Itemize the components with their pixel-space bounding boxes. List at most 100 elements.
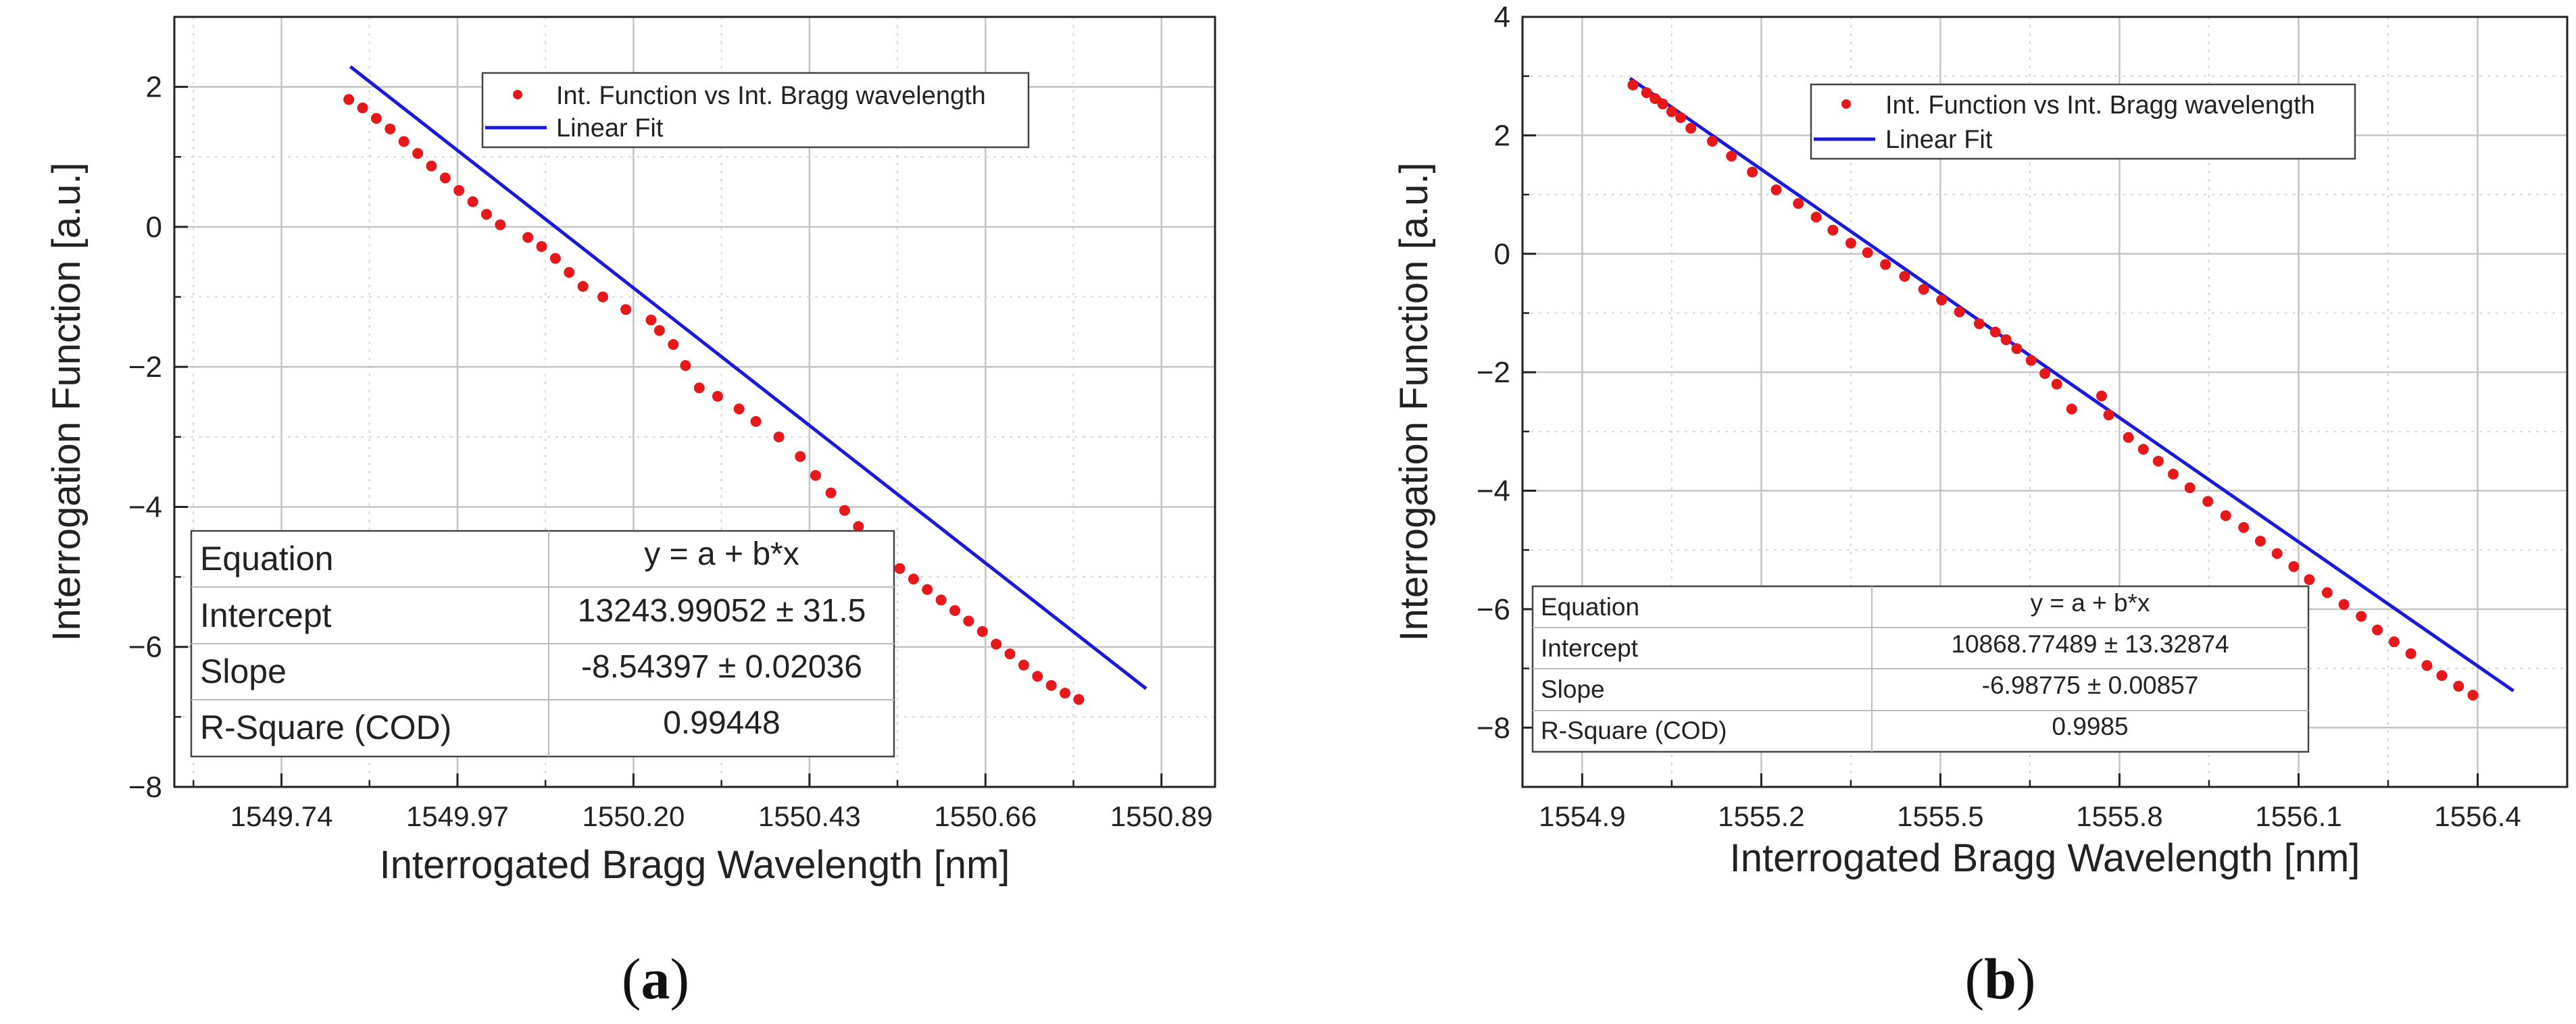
data-point [908, 573, 919, 585]
x-tick-label: 1549.97 [406, 800, 509, 832]
data-point [2167, 468, 2179, 480]
fit-table-label: R-Square (COD) [1541, 717, 1727, 744]
data-point [894, 563, 906, 574]
data-point [2103, 409, 2114, 421]
data-point [577, 281, 589, 292]
data-point [2338, 598, 2350, 610]
data-point [2254, 536, 2266, 547]
data-point [2453, 680, 2464, 692]
x-tick-label: 1555.2 [1718, 800, 1804, 832]
data-points [343, 94, 1085, 705]
y-tick-label: −6 [128, 631, 162, 664]
y-tick-label: 2 [1494, 119, 1510, 152]
data-point [2000, 334, 2012, 345]
fit-table-label: Slope [1541, 675, 1605, 703]
data-point [976, 625, 988, 637]
fit-table-value: 10868.77489 ± 13.32874 [1951, 630, 2229, 658]
data-point [2096, 390, 2107, 402]
data-point [991, 638, 1002, 650]
data-point [2356, 611, 2367, 622]
x-tick-label: 1549.74 [230, 800, 333, 832]
data-point [949, 605, 960, 616]
data-point [1827, 224, 1839, 236]
legend-label-points: Int. Function vs Int. Bragg wavelength [556, 82, 986, 110]
legend: Int. Function vs Int. Bragg wavelength L… [481, 72, 1030, 149]
plot-frame [1521, 16, 2569, 788]
linear-fit [1629, 76, 2515, 692]
data-point [750, 416, 762, 428]
data-point [357, 102, 368, 113]
data-point [620, 304, 632, 315]
fit-table-value: 0.99448 [663, 705, 781, 741]
data-point [1675, 112, 1687, 124]
data-point [495, 219, 506, 230]
data-point [2288, 561, 2300, 572]
fit-table-value: y = a + b*x [644, 536, 799, 572]
data-point [1004, 648, 1016, 660]
x-tick-label: 1550.89 [1110, 800, 1213, 832]
data-point [2238, 521, 2250, 533]
plot-frame [173, 16, 1216, 788]
data-point [2039, 367, 2050, 379]
chart-panel-a: 1549.74 1549.97 1550.20 1550.43 1550.66 1550.… [45, 16, 1216, 1011]
data-point [2184, 482, 2196, 494]
data-point [935, 594, 947, 606]
fit-table-label: Equation [1541, 593, 1639, 621]
data-point [653, 325, 665, 336]
data-point [2271, 548, 2283, 559]
data-point [2220, 510, 2231, 521]
data-point [2011, 343, 2023, 355]
data-point [1032, 671, 1043, 682]
x-tick-label: 1555.8 [2076, 800, 2162, 832]
data-point [1845, 237, 1856, 249]
y-tick-label: 0 [146, 211, 162, 244]
data-point [481, 209, 492, 220]
data-point [439, 172, 451, 184]
data-point [2321, 587, 2333, 598]
data-point [2025, 355, 2037, 366]
data-point [564, 267, 575, 278]
data-points [1627, 79, 2479, 701]
fit-line [1629, 76, 2515, 692]
panel-label-b: (b) [1964, 946, 2035, 1011]
data-point [1706, 136, 1718, 147]
legend-box [481, 72, 1030, 149]
data-point [1060, 688, 1071, 699]
data-point [2066, 403, 2077, 415]
data-point [1770, 184, 1782, 196]
data-point [1899, 271, 1910, 282]
y-tick-label: −4 [1477, 475, 1510, 508]
data-point [1880, 259, 1891, 270]
legend-label-fit: Linear Fit [556, 114, 664, 143]
data-point [2123, 432, 2134, 443]
y-tick-label: 4 [1494, 1, 1510, 34]
x-tick-label: 1556.4 [2434, 800, 2521, 832]
legend-label-fit: Linear Fit [1885, 126, 1993, 154]
data-point [1989, 326, 2001, 338]
data-point [2421, 660, 2433, 671]
legend-label-points: Int. Function vs Int. Bragg wavelength [1885, 91, 2315, 120]
data-point [398, 136, 410, 147]
axes: 1554.9 1555.2 1555.5 1555.8 1556.1 1556.4 −8 −6… [1477, 1, 2569, 832]
data-point [597, 291, 609, 303]
y-tick-label: −8 [1477, 711, 1510, 744]
data-point [645, 314, 657, 326]
x-axis-title: Interrogated Bragg Wavelength [nm] [380, 843, 1010, 887]
data-point [839, 505, 850, 516]
data-point [1810, 211, 1822, 223]
x-tick-label: 1550.20 [582, 800, 685, 832]
data-point [1045, 680, 1057, 691]
y-tick-label: 0 [1494, 238, 1510, 271]
legend-marker-points [1841, 99, 1851, 109]
y-tick-label: 2 [146, 71, 162, 104]
data-point [922, 584, 933, 595]
data-point [2137, 444, 2149, 455]
data-point [1666, 106, 1677, 118]
legend-marker-points [513, 90, 522, 99]
data-point [2388, 636, 2400, 648]
x-axis-title: Interrogated Bragg Wavelength [nm] [1730, 836, 2360, 880]
data-point [795, 451, 806, 462]
data-point [2467, 690, 2479, 701]
x-tick-label: 1550.66 [934, 800, 1037, 832]
